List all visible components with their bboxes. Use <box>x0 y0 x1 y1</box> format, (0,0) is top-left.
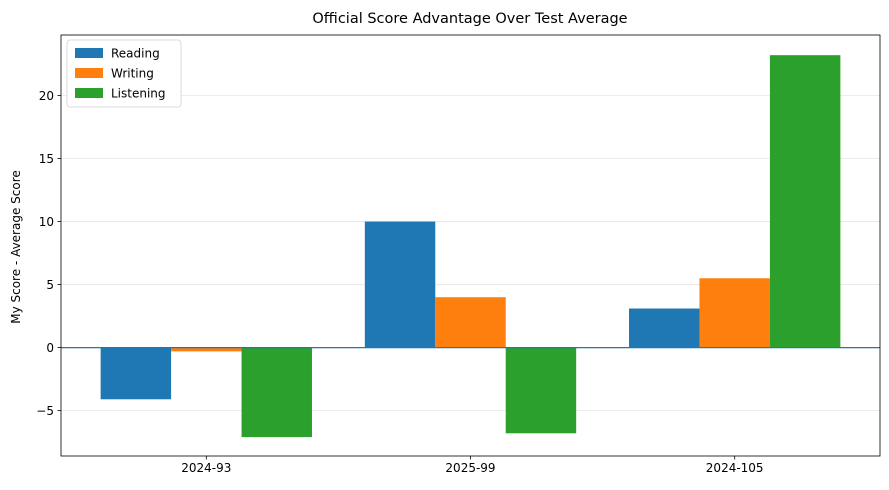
bars <box>100 55 841 438</box>
legend-swatch <box>75 68 103 78</box>
x-tick-label: 2024-105 <box>706 461 764 475</box>
legend-label: Listening <box>111 87 166 101</box>
bar <box>364 221 436 348</box>
bar <box>629 308 700 348</box>
legend-swatch <box>75 88 103 98</box>
y-tick-label: −5 <box>36 404 54 418</box>
legend-swatch <box>75 48 103 58</box>
bar <box>171 347 242 352</box>
y-axis-label: My Score - Average Score <box>9 170 23 324</box>
bar <box>241 347 312 438</box>
y-tick-label: 20 <box>39 89 54 103</box>
legend: Reading Writing Listening <box>66 39 182 108</box>
bar <box>100 347 172 400</box>
x-axis: 2024-93 2025-99 2024-105 <box>181 456 764 475</box>
x-tick-label: 2025-99 <box>445 461 495 475</box>
bar <box>435 297 506 348</box>
x-tick-label: 2024-93 <box>181 461 231 475</box>
chart-title: Official Score Advantage Over Test Avera… <box>312 11 627 27</box>
y-tick-label: 10 <box>39 215 54 229</box>
y-tick-label: 0 <box>46 341 54 355</box>
y-tick-label: 15 <box>39 152 54 166</box>
bar <box>769 55 841 348</box>
bar <box>699 278 770 348</box>
bar <box>505 347 577 434</box>
y-axis: −5 0 5 10 15 20 <box>36 89 61 418</box>
legend-label: Writing <box>111 67 154 81</box>
y-tick-label: 5 <box>46 278 54 292</box>
legend-label: Reading <box>111 47 160 61</box>
